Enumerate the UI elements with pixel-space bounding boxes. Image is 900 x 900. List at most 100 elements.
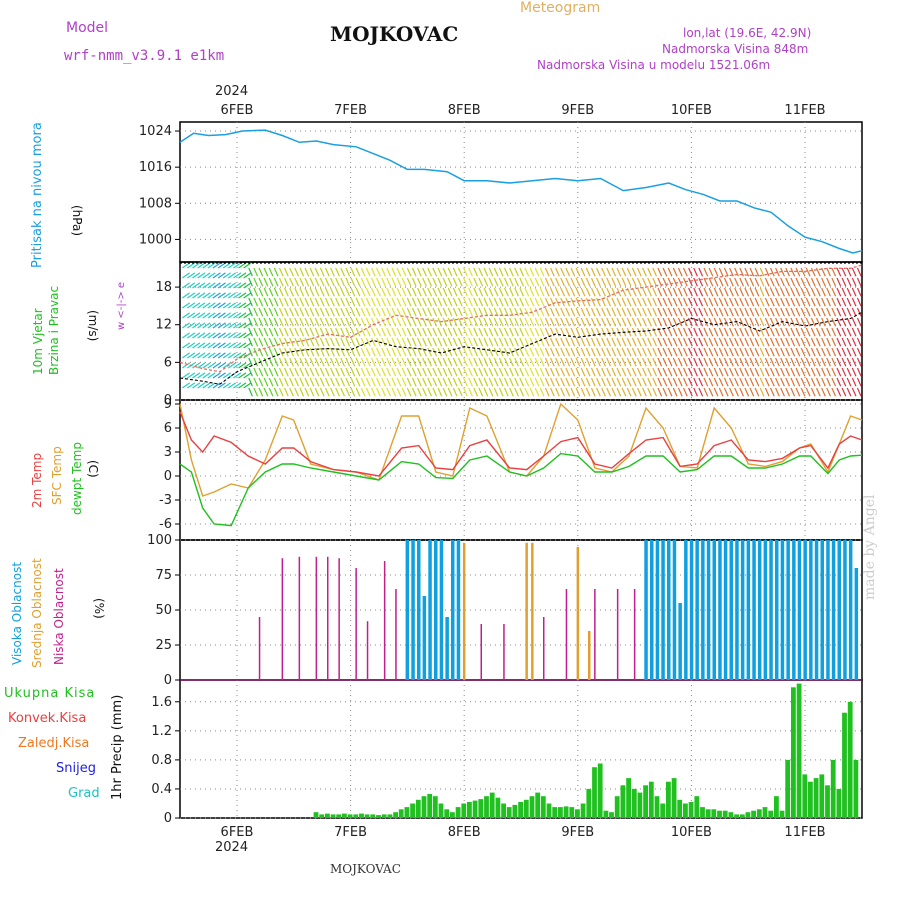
wind-barb (805, 387, 811, 397)
wind-barb (851, 387, 857, 397)
wind-barb (544, 387, 550, 397)
wind-barb (417, 307, 422, 317)
wind-barb (856, 357, 862, 367)
wind-barb (304, 307, 310, 317)
cloud-bar (831, 540, 836, 680)
wind-barb (227, 362, 237, 369)
wind-barb (340, 297, 346, 307)
wind-barb (851, 267, 857, 277)
wind-barb (217, 332, 226, 339)
wind-barb (299, 347, 305, 357)
wind-barb (580, 357, 586, 367)
wind-barb (370, 287, 376, 297)
wind-barb (647, 347, 652, 357)
wind-barb (238, 282, 247, 289)
wind-barb (698, 367, 704, 377)
wind-barb (197, 312, 206, 319)
precip-bar (819, 774, 825, 818)
wind-barb (616, 297, 622, 307)
precip-bar (484, 796, 489, 818)
wind-barb (401, 387, 407, 397)
wind-barb (340, 387, 346, 397)
wind-barb (365, 317, 371, 327)
wind-barb (253, 387, 259, 397)
wind-barb (519, 267, 525, 277)
wind-barb (284, 297, 289, 307)
wind-barb (841, 347, 847, 357)
wind-barb (780, 347, 785, 357)
wind-barb (376, 367, 381, 377)
wind-barb (529, 267, 535, 277)
wind-barb (754, 347, 760, 357)
wind-barb (483, 387, 489, 397)
wind-barb (795, 277, 801, 287)
wind-barb (713, 367, 719, 377)
wind-barb (544, 267, 550, 277)
y-tick-label: 0.4 (151, 782, 172, 797)
wind-barb (836, 277, 842, 287)
wind-barb (611, 327, 617, 337)
wind-barb (278, 327, 284, 337)
wind-barb (207, 372, 216, 379)
cloud-unit: (%) (92, 598, 106, 619)
wind-barb (534, 287, 540, 297)
wind-barb (381, 287, 386, 297)
wind-barb (197, 382, 206, 389)
wind-barb (585, 377, 591, 387)
wind-barb (309, 377, 315, 387)
wind-barb (590, 317, 596, 327)
cloud-bar (565, 589, 568, 680)
wind-barb (657, 297, 663, 307)
wind-barb (468, 297, 473, 307)
wind-barb (800, 277, 806, 287)
wind-barb (698, 297, 704, 307)
wind-barb (314, 347, 320, 357)
wind-barb (856, 327, 862, 337)
wind-barb (723, 357, 729, 367)
precip-bar (745, 812, 751, 818)
wind-barb (626, 297, 632, 307)
wind-barb (601, 337, 606, 347)
wind-barb (754, 387, 760, 397)
wind-barb (821, 317, 826, 327)
wind-barb (851, 297, 857, 307)
precip-bar (626, 778, 631, 818)
wind-barb (376, 377, 381, 387)
y-tick-label: 0.8 (151, 753, 172, 768)
wind-barb (452, 337, 458, 347)
wind-barb (606, 317, 612, 327)
wind-barb (667, 377, 673, 387)
precip-bar (836, 788, 842, 818)
cloud-bar (417, 540, 421, 680)
wind-barb (749, 337, 755, 347)
wind-barb (611, 317, 617, 327)
wind-barb (570, 347, 576, 357)
wind-barb (324, 267, 330, 277)
wind-barb (739, 367, 745, 377)
wind-barb (360, 387, 366, 397)
wind-barb (739, 277, 745, 287)
wind-barb (652, 297, 658, 307)
wind-barb (585, 287, 591, 297)
wind-barb (636, 267, 642, 277)
wind-barb (263, 357, 269, 367)
wind-speed-line (179, 311, 863, 385)
wind-barb (503, 337, 509, 347)
wind-barb (478, 297, 484, 307)
wind-barb (268, 277, 274, 287)
wind-barb (217, 352, 226, 359)
wind-barb (498, 357, 504, 367)
wind-barb (616, 277, 622, 287)
wind-barb (841, 327, 847, 337)
wind-barb (534, 377, 540, 387)
precip-bar (853, 759, 859, 818)
precip-bar (825, 785, 830, 818)
wind-barb (795, 357, 801, 367)
wind-barb (411, 377, 417, 387)
wind-barb (815, 317, 821, 327)
wind-barb (642, 327, 647, 337)
cloud-bar (395, 589, 397, 680)
wind-barb (601, 297, 606, 307)
wind-barb (544, 347, 550, 357)
wind-barb (570, 327, 576, 337)
